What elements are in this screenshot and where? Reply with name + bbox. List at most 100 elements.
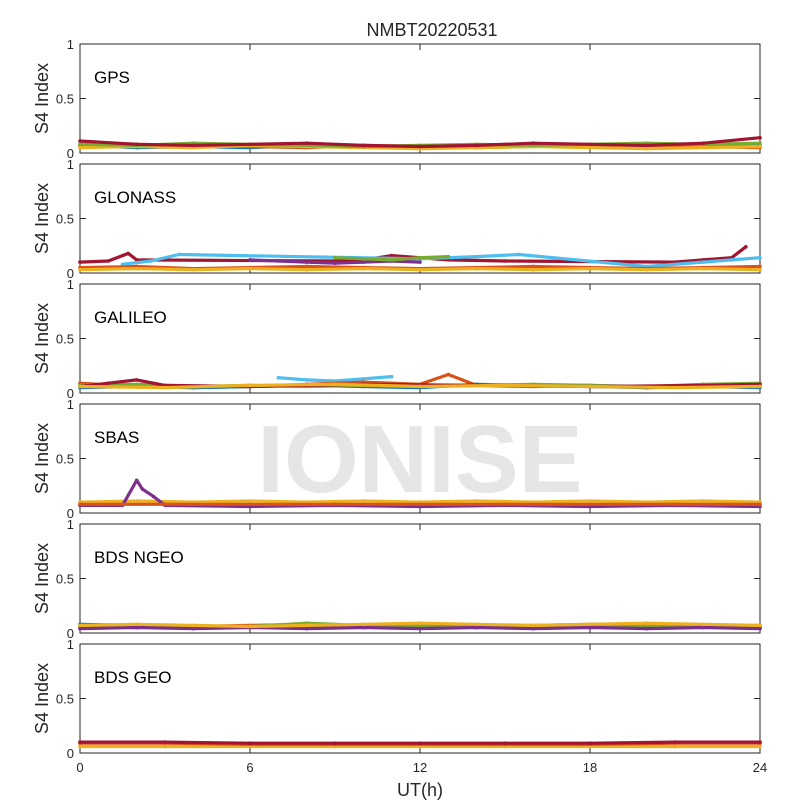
series-4 <box>78 135 762 149</box>
data-point <box>758 626 762 631</box>
series-5 <box>78 382 762 390</box>
data-point <box>418 626 422 631</box>
data-point <box>588 145 592 150</box>
data-point <box>134 625 139 630</box>
x-tick-label: 12 <box>413 760 427 775</box>
data-point <box>361 377 366 381</box>
data-point <box>758 144 762 149</box>
y-tick-label: 0 <box>67 146 74 161</box>
y-tick-label: 1 <box>67 277 74 292</box>
data-point <box>191 623 196 628</box>
data-point <box>248 502 252 507</box>
series-3 <box>78 625 762 631</box>
data-point <box>588 625 592 630</box>
chart-title: NMBT20220531 <box>366 20 497 40</box>
y-tick-label: 1 <box>67 637 74 652</box>
data-point <box>361 266 366 271</box>
data-point <box>744 245 748 249</box>
data-point <box>248 499 252 503</box>
data-point <box>758 264 762 269</box>
data-point <box>191 143 196 148</box>
data-point <box>134 142 139 147</box>
data-point <box>361 499 366 503</box>
data-point <box>673 744 677 749</box>
data-point <box>474 266 479 271</box>
data-point <box>276 375 281 380</box>
data-point <box>588 502 592 507</box>
data-point <box>758 623 762 628</box>
data-point <box>673 385 677 390</box>
y-axis-label: S4 Index <box>32 303 52 374</box>
data-point <box>333 261 337 265</box>
data-point <box>389 253 394 258</box>
watermark-text: IONISE <box>257 406 582 513</box>
data-point <box>701 145 706 150</box>
data-point <box>191 626 196 631</box>
data-point <box>418 502 422 507</box>
plot-area <box>79 643 761 754</box>
data-point <box>503 502 507 507</box>
data-point <box>503 383 507 388</box>
data-point <box>333 741 337 745</box>
panel-label: BDS NGEO <box>94 548 184 567</box>
panel-label: BDS GEO <box>94 668 171 687</box>
panel-3: 0 0.5 1 S4 Index SBAS <box>32 397 762 521</box>
data-point <box>418 267 422 272</box>
data-point <box>151 494 156 499</box>
y-tick-label: 1 <box>67 37 74 52</box>
series-0 <box>276 374 394 383</box>
y-tick-label: 0 <box>67 506 74 521</box>
panel-0: 0 0.5 1 S4 Index GPS <box>32 37 762 161</box>
data-point <box>163 385 167 390</box>
plot-area <box>79 283 761 394</box>
data-point <box>78 384 82 389</box>
data-point <box>304 623 309 628</box>
data-point <box>304 264 309 269</box>
data-point <box>361 143 366 148</box>
data-point <box>163 744 167 749</box>
data-point <box>474 622 479 627</box>
data-point <box>503 259 507 263</box>
data-point <box>333 502 337 507</box>
data-point <box>588 741 592 745</box>
data-point <box>276 259 281 263</box>
y-axis-label: S4 Index <box>32 63 52 134</box>
data-point <box>106 259 111 263</box>
plot-area <box>79 403 761 514</box>
data-point <box>304 260 309 264</box>
data-point <box>758 384 762 389</box>
data-point <box>503 741 507 745</box>
panel-5: 0 0.5 1 S4 Index BDS GEO <box>32 637 762 761</box>
data-point <box>418 144 422 149</box>
data-point <box>134 622 139 627</box>
data-point <box>389 258 394 262</box>
data-point <box>758 740 762 744</box>
data-point <box>78 502 82 507</box>
data-point <box>389 374 394 379</box>
data-point <box>418 621 422 625</box>
data-point <box>134 499 139 503</box>
data-point <box>78 623 82 628</box>
data-point <box>701 266 706 271</box>
panel-label: GPS <box>94 68 130 87</box>
data-point <box>531 626 536 631</box>
y-tick-label: 0.5 <box>56 212 74 227</box>
y-tick-label: 0.5 <box>56 572 74 587</box>
data-point <box>474 499 479 503</box>
panel-label: GLONASS <box>94 188 176 207</box>
data-point <box>531 264 536 269</box>
data-point <box>644 267 649 272</box>
data-point <box>701 141 706 145</box>
series-2 <box>78 740 762 745</box>
data-point <box>588 266 592 271</box>
panel-1: 0 0.5 1 S4 Index GLONASS <box>32 157 762 281</box>
data-point <box>644 143 649 148</box>
plot-area <box>79 523 761 634</box>
data-point <box>758 135 762 140</box>
panel-label: SBAS <box>94 428 139 447</box>
y-tick-label: 1 <box>67 397 74 412</box>
data-point <box>134 378 139 382</box>
data-point <box>758 502 762 507</box>
x-tick-label: 6 <box>246 760 253 775</box>
